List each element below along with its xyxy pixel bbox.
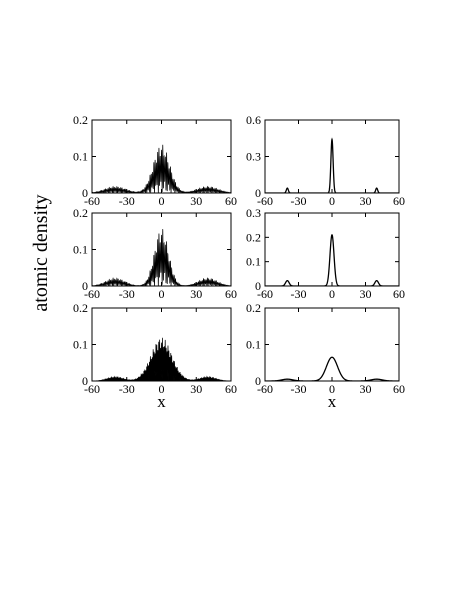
series-line (265, 137, 399, 193)
y-tick-label: 0.2 (73, 301, 88, 315)
x-tick-label: 30 (190, 382, 202, 396)
chart-panel-row1-right: -60 -30 0 30 60 0 0.3 0.6 (246, 113, 405, 208)
x-tick-label: 30 (360, 287, 372, 301)
x-tick-label: -30 (119, 287, 135, 301)
y-tick-label: 0 (255, 279, 261, 293)
x-tick-label: 60 (393, 382, 405, 396)
x-tick-label: 0 (159, 194, 165, 208)
y-tick-label: 0.3 (246, 150, 261, 164)
x-tick-label: -60 (84, 287, 100, 301)
x-tick-label: 0 (159, 382, 165, 396)
x-tick-label: -60 (84, 194, 100, 208)
y-tick-label: 0 (82, 186, 88, 200)
y-tick-label: 0.1 (73, 150, 88, 164)
y-axis-title: atomic density (30, 194, 52, 311)
y-tick-label: 0 (255, 374, 261, 388)
x-tick-label: -60 (257, 194, 273, 208)
x-tick-label: -30 (291, 287, 307, 301)
x-tick-label: 60 (225, 382, 237, 396)
x-tick-label: -30 (119, 382, 135, 396)
y-tick-label: 0 (82, 279, 88, 293)
series-line (92, 144, 231, 193)
series-line (265, 356, 399, 381)
plot-frame (264, 119, 400, 194)
x-tick-label: -60 (257, 287, 273, 301)
x-tick-label: 60 (225, 287, 237, 301)
chart-panel-row2-right: -60 -30 0 30 60 0 0.1 0.2 0.3 (246, 206, 405, 301)
x-tick-label: -60 (257, 382, 273, 396)
x-tick-label: 0 (329, 287, 335, 301)
chart-panel-row3-right: -60 -30 0 30 60 0 0.1 0.2 x (246, 301, 405, 411)
x-axis-label: x (328, 392, 337, 411)
x-tick-label: 30 (360, 382, 372, 396)
series-line (92, 337, 231, 381)
x-tick-label: 30 (190, 287, 202, 301)
plot-frame (264, 212, 400, 287)
chart-panel-row1-left: -60 -30 0 30 60 0 0.1 0.2 (73, 113, 237, 208)
y-tick-label: 0.2 (246, 301, 261, 315)
y-tick-label: 0.1 (246, 338, 261, 352)
x-axis-label: x (157, 392, 166, 411)
x-tick-label: 60 (393, 194, 405, 208)
y-tick-label: 0.1 (73, 243, 88, 257)
x-tick-label: 60 (393, 287, 405, 301)
x-tick-label: 0 (329, 194, 335, 208)
x-tick-label: 0 (329, 382, 335, 396)
chart-panel-row3-left: -60 -30 0 30 60 0 0.1 0.2 x (73, 301, 237, 411)
chart-panel-row2-left: -60 -30 0 30 60 0 0.1 0.2 (73, 206, 237, 301)
series-line (265, 234, 399, 286)
x-tick-label: -30 (291, 382, 307, 396)
x-tick-label: -30 (119, 194, 135, 208)
y-tick-label: 0.6 (246, 113, 261, 127)
y-tick-label: 0.2 (73, 206, 88, 220)
y-tick-label: 0 (255, 186, 261, 200)
y-tick-label: 0.1 (246, 255, 261, 269)
x-tick-label: 0 (159, 287, 165, 301)
x-tick-label: 30 (360, 194, 372, 208)
y-tick-label: 0.1 (73, 338, 88, 352)
x-tick-label: -30 (291, 194, 307, 208)
y-tick-label: 0.3 (246, 206, 261, 220)
series-line (92, 229, 231, 286)
x-tick-label: 60 (225, 194, 237, 208)
x-tick-label: -60 (84, 382, 100, 396)
y-tick-label: 0 (82, 374, 88, 388)
y-tick-label: 0.2 (246, 230, 261, 244)
x-tick-label: 30 (190, 194, 202, 208)
plot-frame (264, 307, 400, 382)
y-tick-label: 0.2 (73, 113, 88, 127)
